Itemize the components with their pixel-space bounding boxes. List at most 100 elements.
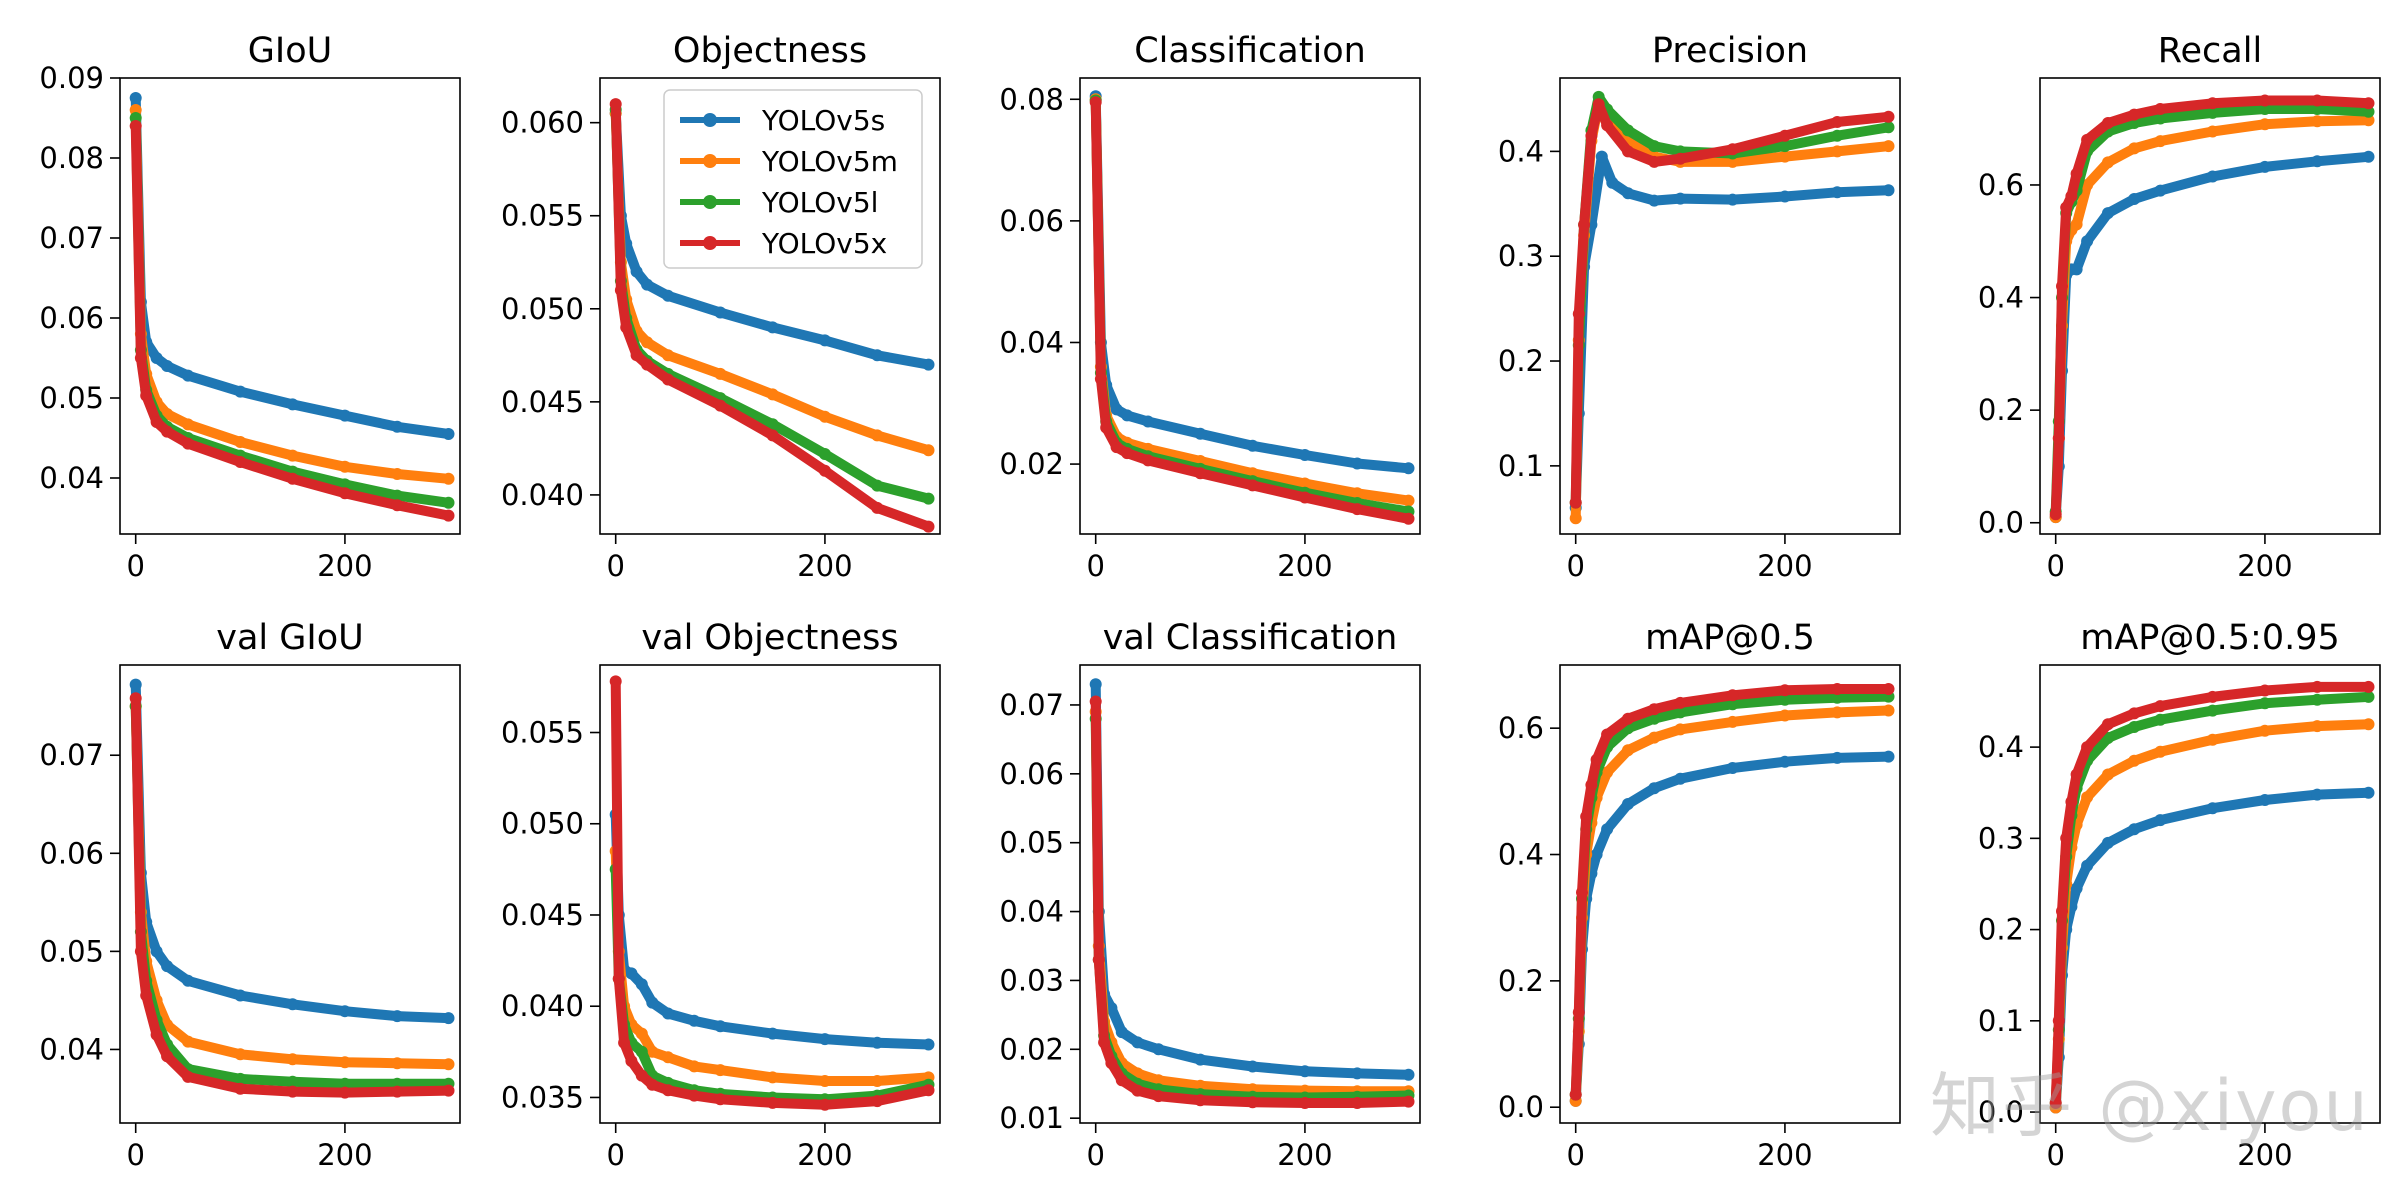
point-yolov5x (1726, 143, 1739, 156)
point-yolov5x (2258, 94, 2271, 107)
point-yolov5s (818, 334, 831, 347)
point-yolov5x (609, 675, 622, 688)
legend: YOLOv5s YOLOv5m YOLOv5l YOLOv5x (663, 89, 923, 269)
point-yolov5m (338, 1056, 351, 1069)
point-yolov5x (2060, 201, 2073, 214)
point-yolov5m (182, 1035, 194, 1048)
series-yolov5x (1569, 683, 1895, 1101)
chart-title: GIoU (248, 31, 332, 71)
point-yolov5s (1089, 678, 1102, 691)
point-yolov5x (662, 1084, 674, 1097)
point-yolov5m (646, 1045, 659, 1058)
point-yolov5s (1726, 193, 1739, 206)
point-yolov5x (286, 1085, 299, 1098)
point-yolov5x (150, 1028, 163, 1041)
point-yolov5s (871, 1036, 884, 1049)
point-yolov5m (1569, 512, 1582, 525)
y-tick-label: 0.035 (501, 1080, 584, 1114)
point-yolov5m (818, 410, 831, 423)
point-yolov5x (1402, 1095, 1415, 1108)
point-yolov5x (1622, 712, 1634, 725)
axes-frame (1559, 664, 1901, 1124)
point-yolov5x (609, 98, 622, 111)
y-tick-label: 0.0 (1498, 1090, 1544, 1124)
point-yolov5m (2102, 768, 2114, 781)
series-yolov5s (1569, 750, 1895, 1107)
point-yolov5s (2311, 788, 2324, 801)
series-yolov5x (2049, 680, 2375, 1109)
point-yolov5l (391, 489, 404, 502)
series-yolov5x (2049, 94, 2375, 521)
point-yolov5x (1882, 110, 1895, 123)
point-yolov5l (1622, 124, 1634, 137)
y-tick-label: 0.4 (1498, 134, 1544, 168)
point-yolov5s (150, 945, 163, 958)
point-yolov5m (2258, 118, 2271, 131)
y-tick-label: 0.04 (39, 461, 104, 495)
point-yolov5s (1882, 184, 1895, 197)
y-tick-label: 0.04 (999, 325, 1064, 359)
point-yolov5x (1648, 703, 1661, 716)
point-yolov5x (1246, 1096, 1259, 1109)
point-yolov5s (1622, 187, 1634, 200)
point-yolov5s (2102, 207, 2114, 220)
point-yolov5m (2081, 179, 2094, 191)
point-yolov5s (1831, 751, 1844, 764)
point-yolov5m (1298, 477, 1311, 490)
point-yolov5m (818, 1075, 831, 1087)
series-yolov5x (129, 692, 455, 1099)
point-yolov5x (134, 945, 147, 958)
point-yolov5s (1298, 449, 1311, 461)
point-yolov5x (1092, 953, 1105, 966)
chart-title: val Classification (1103, 618, 1398, 658)
point-yolov5x (442, 1084, 455, 1097)
point-yolov5m (286, 1053, 299, 1066)
chart-title: Precision (1652, 31, 1808, 71)
chart-recall: 0 200 0.0 0.2 0.4 0.6 Recall (1978, 31, 2381, 583)
point-yolov5x (2206, 690, 2219, 703)
y-tick-label: 0.07 (39, 221, 104, 255)
point-yolov5x (2049, 508, 2062, 521)
y-tick-label: 0.2 (1978, 913, 2024, 947)
point-yolov5x (688, 1089, 701, 1102)
point-yolov5m (2362, 718, 2375, 731)
point-yolov5x (1105, 1057, 1118, 1070)
point-yolov5m (662, 349, 674, 362)
point-yolov5x (1648, 155, 1661, 168)
point-yolov5x (922, 1084, 935, 1097)
point-yolov5s (442, 1012, 455, 1025)
point-yolov5s (1674, 192, 1687, 205)
point-yolov5l (818, 448, 831, 460)
y-tick-label: 0.055 (501, 199, 584, 233)
point-yolov5x (714, 1093, 727, 1106)
point-yolov5s (714, 306, 727, 319)
point-yolov5s (161, 360, 174, 372)
point-yolov5m (182, 418, 194, 431)
point-yolov5m (1622, 744, 1634, 757)
point-yolov5x (635, 1069, 648, 1082)
chart-val-giou: 0 200 0.04 0.05 0.06 0.07 val GIoU (39, 618, 461, 1172)
y-tick-label: 0.02 (999, 447, 1064, 481)
point-yolov5x (2065, 190, 2078, 203)
point-yolov5s (662, 289, 674, 302)
chart-map-0-5: 0 200 0.0 0.2 0.4 0.6 mAP@0.5 (1498, 618, 1901, 1172)
y-tick-label: 0.3 (1978, 821, 2024, 855)
point-yolov5m (2102, 156, 2114, 169)
point-yolov5l (2206, 106, 2219, 119)
point-yolov5l (286, 1075, 299, 1088)
point-yolov5s (129, 92, 142, 104)
y-tick-label: 0.060 (501, 106, 584, 140)
point-yolov5l (635, 1045, 648, 1058)
point-yolov5s (1121, 409, 1134, 422)
point-yolov5x (2206, 97, 2219, 110)
y-tick-label: 0.02 (999, 1032, 1064, 1066)
y-tick-label: 0.08 (999, 82, 1064, 116)
point-yolov5l (1648, 140, 1661, 153)
point-yolov5x (2154, 700, 2167, 713)
point-yolov5l (2128, 721, 2141, 733)
point-yolov5x (129, 120, 142, 132)
zhihu-watermark: 知乎 @xiyou (1930, 1065, 2370, 1147)
chart-map-0-5-0-95: 0 200 0.0 0.1 0.2 0.3 0.4 mAP@0.5:0.95 (1978, 618, 2381, 1172)
y-tick-label: 0.2 (1498, 344, 1544, 378)
y-tick-label: 0.045 (501, 385, 584, 419)
